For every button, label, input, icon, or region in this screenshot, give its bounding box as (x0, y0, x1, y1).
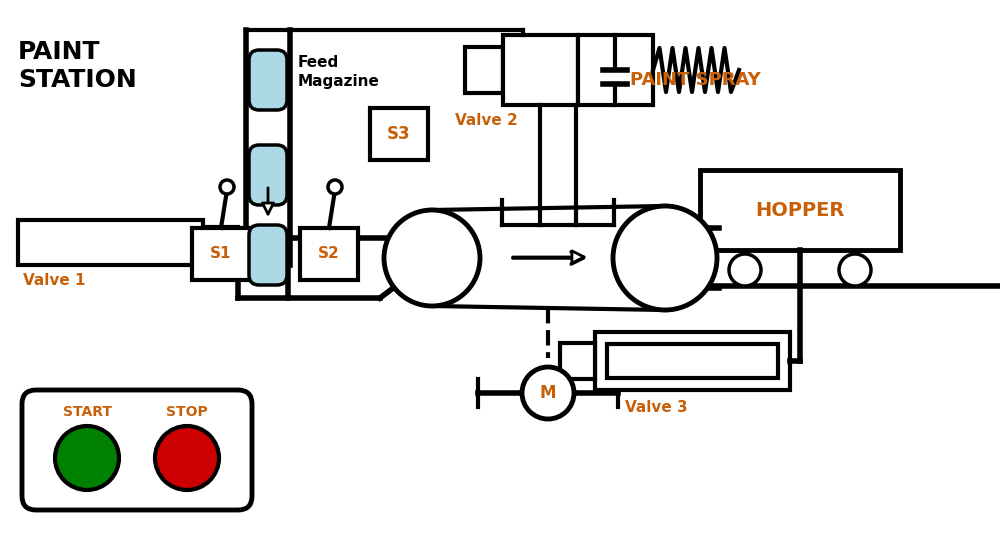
Bar (203, 227, 238, 257)
Circle shape (839, 254, 871, 286)
Bar (595, 332, 790, 390)
FancyBboxPatch shape (22, 390, 252, 510)
Text: Feed
Magazine: Feed Magazine (298, 55, 380, 88)
Circle shape (55, 426, 119, 490)
Circle shape (613, 206, 717, 310)
Text: S1: S1 (210, 246, 232, 262)
Bar (465, 47, 503, 93)
FancyBboxPatch shape (249, 225, 287, 285)
Circle shape (522, 367, 574, 419)
Text: PAINT SPRAY: PAINT SPRAY (630, 71, 761, 89)
Text: STOP: STOP (166, 405, 208, 419)
Text: Valve 2: Valve 2 (455, 113, 518, 128)
Bar (578, 35, 653, 105)
Text: START: START (62, 405, 112, 419)
Text: M: M (540, 384, 556, 402)
Bar (607, 344, 778, 378)
Bar (503, 35, 578, 105)
Bar (560, 343, 595, 379)
Text: Valve 3: Valve 3 (625, 400, 688, 415)
Circle shape (328, 180, 342, 194)
Circle shape (155, 426, 219, 490)
Bar (300, 228, 358, 280)
Text: S2: S2 (318, 246, 340, 262)
Bar (370, 108, 428, 160)
Text: Valve 1: Valve 1 (23, 273, 86, 288)
Bar (192, 228, 250, 280)
Bar (700, 170, 900, 250)
Circle shape (220, 180, 234, 194)
Text: PAINT
STATION: PAINT STATION (18, 40, 137, 92)
Bar (18, 220, 203, 265)
Text: HOPPER: HOPPER (755, 200, 845, 220)
Text: S3: S3 (387, 125, 411, 143)
Circle shape (384, 210, 480, 306)
Circle shape (729, 254, 761, 286)
FancyBboxPatch shape (249, 50, 287, 110)
FancyBboxPatch shape (249, 145, 287, 205)
